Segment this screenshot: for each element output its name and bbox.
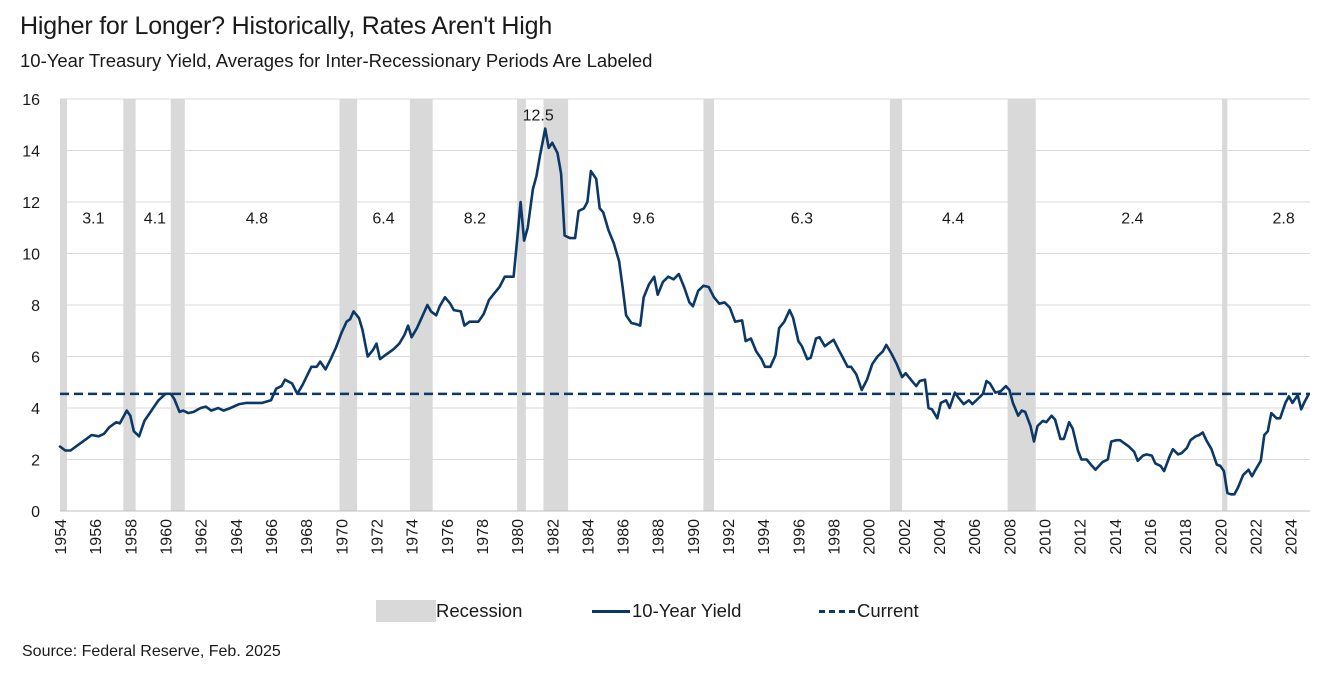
- x-tick-label: 1968: [299, 519, 316, 555]
- average-label: 4.8: [246, 210, 268, 227]
- y-tick-label: 6: [31, 350, 40, 367]
- legend-current-swatch: [819, 609, 855, 613]
- x-tick-label: 1964: [229, 519, 246, 555]
- x-tick-label: 1960: [158, 519, 175, 555]
- x-tick-label: 1984: [580, 519, 597, 555]
- legend-recession-label: Recession: [436, 600, 523, 621]
- x-tick-label: 1994: [756, 519, 773, 555]
- average-label: 12.5: [523, 107, 554, 124]
- x-tick-label: 1954: [53, 519, 70, 555]
- x-tick-label: 2006: [967, 519, 984, 555]
- x-tick-label: 2024: [1284, 519, 1301, 555]
- x-tick-label: 2016: [1143, 519, 1160, 555]
- x-tick-label: 2012: [1073, 519, 1090, 555]
- y-tick-label: 10: [22, 247, 40, 264]
- average-labels: 3.1 4.1 4.8 6.4 8.2 12.5 9.6 6.3 4.4 2.4 2.8: [82, 107, 1295, 227]
- average-label: 2.8: [1273, 210, 1295, 227]
- x-tick-label: 1962: [194, 519, 211, 555]
- legend-yield-label: 10-Year Yield: [632, 600, 742, 621]
- x-tick-label: 1982: [545, 519, 562, 555]
- legend-current: Current: [819, 600, 919, 622]
- x-tick-label: 1998: [827, 519, 844, 555]
- legend-recession: Recession: [376, 600, 522, 622]
- x-tick-label: 2008: [1002, 519, 1019, 555]
- x-tick-label: 1978: [475, 519, 492, 555]
- average-label: 2.4: [1121, 210, 1143, 227]
- yield-line-layer: [58, 127, 1310, 496]
- x-tick-label: 2020: [1213, 519, 1230, 555]
- average-label: 3.1: [82, 210, 104, 227]
- y-tick-label: 4: [31, 401, 40, 418]
- x-tick-label: 1974: [405, 519, 422, 555]
- x-tick-label: 1992: [721, 519, 738, 555]
- average-label: 4.1: [144, 210, 166, 227]
- x-tick-label: 2022: [1248, 519, 1265, 555]
- average-label: 8.2: [464, 210, 486, 227]
- y-tick-label: 8: [31, 298, 40, 315]
- y-tick-label: 16: [22, 92, 40, 109]
- average-label: 6.3: [791, 210, 813, 227]
- x-tick-label: 1980: [510, 519, 527, 555]
- gridlines: [60, 98, 1310, 460]
- y-tick-label: 14: [22, 144, 40, 161]
- x-tick-label: 2002: [897, 519, 914, 555]
- axes: 0 2 4 6 8 10 12 14 16 1954 1956 1958 1960 1962 1964 196…: [22, 92, 1310, 555]
- legend-yield: 10-Year Yield: [592, 600, 741, 622]
- x-tick-label: 2000: [862, 519, 879, 555]
- x-tick-label: 1970: [334, 519, 351, 555]
- average-label: 6.4: [372, 210, 394, 227]
- x-tick-label: 1990: [686, 519, 703, 555]
- x-tick-label: 1986: [616, 519, 633, 555]
- y-tick-label: 12: [22, 195, 40, 212]
- chart-area: 0 2 4 6 8 10 12 14 16 1954 1956 1958 1960 1962 1964 196…: [22, 92, 1310, 555]
- chart-subtitle: 10-Year Treasury Yield, Averages for Int…: [20, 50, 653, 71]
- x-tick-label: 2010: [1038, 519, 1055, 555]
- x-tick-label: 1988: [651, 519, 668, 555]
- x-tick-label: 1996: [791, 519, 808, 555]
- x-tick-label: 1958: [123, 519, 140, 555]
- x-tick-label: 1956: [88, 519, 105, 555]
- average-label: 9.6: [633, 210, 655, 227]
- chart-title: Higher for Longer? Historically, Rates A…: [20, 12, 553, 40]
- y-tick-label: 2: [31, 453, 40, 470]
- source-note: Source: Federal Reserve, Feb. 2025: [22, 643, 281, 660]
- x-tick-label: 1966: [264, 519, 281, 555]
- yield-line: [58, 127, 1310, 496]
- x-tick-label: 2004: [932, 519, 949, 555]
- legend-yield-swatch: [592, 609, 630, 613]
- x-tick-label: 1972: [369, 519, 386, 555]
- y-tick-label: 0: [31, 504, 40, 521]
- x-tick-label: 2018: [1178, 519, 1195, 555]
- x-tick-label: 1976: [440, 519, 457, 555]
- x-tick-label: 2014: [1108, 519, 1125, 555]
- legend-recession-swatch: [376, 600, 436, 622]
- legend-current-label: Current: [857, 600, 919, 621]
- average-label: 4.4: [942, 210, 964, 227]
